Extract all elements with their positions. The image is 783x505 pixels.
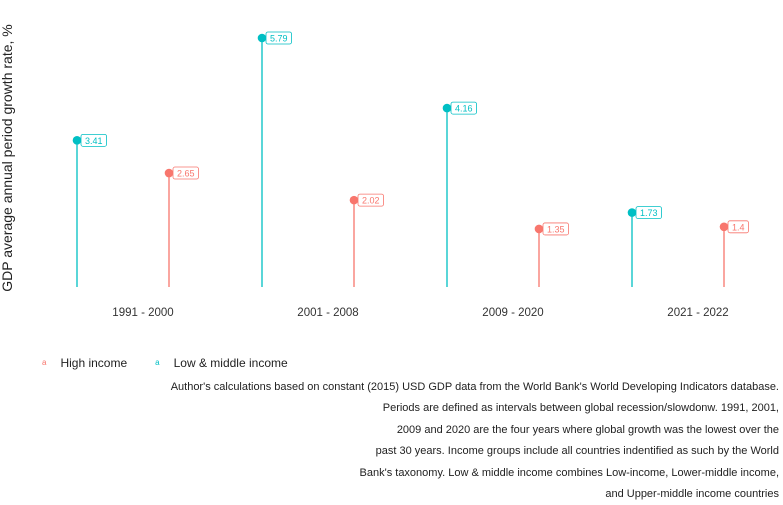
point-low-middle-income-2009-2020 — [442, 103, 452, 113]
caption-line: and Upper-middle income countries — [605, 488, 779, 501]
value-label-low-middle-income-2021-2022: 1.73 — [635, 206, 662, 220]
lollipop-points — [72, 33, 729, 234]
legend-key-low-middle-income: a — [155, 358, 160, 367]
value-label-high-income-2021-2022: 1.4 — [727, 220, 749, 234]
x-tick-label: 2021 - 2022 — [667, 307, 728, 319]
value-label-low-middle-income-2009-2020: 4.16 — [450, 101, 477, 115]
point-low-middle-income-2021-2022 — [627, 208, 637, 217]
legend-key-high-income: a — [42, 358, 47, 367]
svg-text:1.73: 1.73 — [640, 208, 658, 218]
y-axis-title: GDP average annual period growth rate, % — [0, 24, 15, 291]
legend-label-high-income: High income — [60, 356, 128, 370]
point-high-income-2001-2008 — [349, 195, 359, 205]
value-label-high-income-2009-2020: 1.35 — [542, 222, 569, 236]
x-axis-tick-labels: 1991 - 2000 2001 - 2008 2009 - 2020 2021 - … — [112, 307, 728, 319]
caption-line: Bank's taxonomy. Low & middle income com… — [359, 466, 779, 479]
value-label-low-middle-income-1991-2000: 3.41 — [80, 133, 107, 147]
lollipop-chart: GDP average annual period growth rate, %… — [0, 24, 749, 319]
x-tick-label: 1991 - 2000 — [112, 307, 173, 319]
legend: a High income a Low & middle income — [42, 356, 316, 370]
x-tick-label: 2009 - 2020 — [482, 307, 543, 319]
lollipop-stems — [76, 38, 725, 287]
svg-text:1.35: 1.35 — [547, 224, 565, 234]
point-high-income-1991-2000 — [164, 168, 174, 178]
legend-label-low-middle-income: Low & middle income — [173, 356, 288, 370]
svg-text:4.16: 4.16 — [455, 104, 473, 114]
svg-text:2.02: 2.02 — [362, 196, 380, 206]
svg-text:2.65: 2.65 — [177, 169, 195, 179]
x-tick-label: 2001 - 2008 — [297, 307, 358, 319]
point-low-middle-income-2001-2008 — [257, 33, 267, 43]
caption-line: Author's calculations based on constant … — [170, 381, 779, 393]
svg-text:3.41: 3.41 — [85, 136, 103, 146]
value-label-low-middle-income-2001-2008: 5.79 — [265, 31, 292, 45]
legend-item-high-income: a High income — [42, 356, 127, 370]
chart-caption: Author's calculations based on constant … — [99, 377, 779, 505]
point-high-income-2021-2022 — [719, 222, 729, 232]
caption-line: Periods are defined as intervals between… — [382, 402, 779, 415]
point-low-middle-income-1991-2000 — [72, 136, 82, 145]
value-labels: 2.65 2.02 1.35 1.4 3.41 5.79 4.16 1.73 — [80, 31, 749, 236]
value-label-high-income-2001-2008: 2.02 — [357, 193, 384, 207]
legend-item-low-middle-income: a Low & middle income — [155, 356, 288, 370]
svg-text:5.79: 5.79 — [270, 34, 288, 44]
svg-text:1.4: 1.4 — [732, 222, 745, 232]
value-label-high-income-1991-2000: 2.65 — [172, 166, 199, 180]
point-high-income-2009-2020 — [534, 224, 544, 234]
caption-line: past 30 years. Income groups include all… — [375, 445, 779, 458]
caption-line: 2009 and 2020 are the four years where g… — [396, 423, 779, 436]
